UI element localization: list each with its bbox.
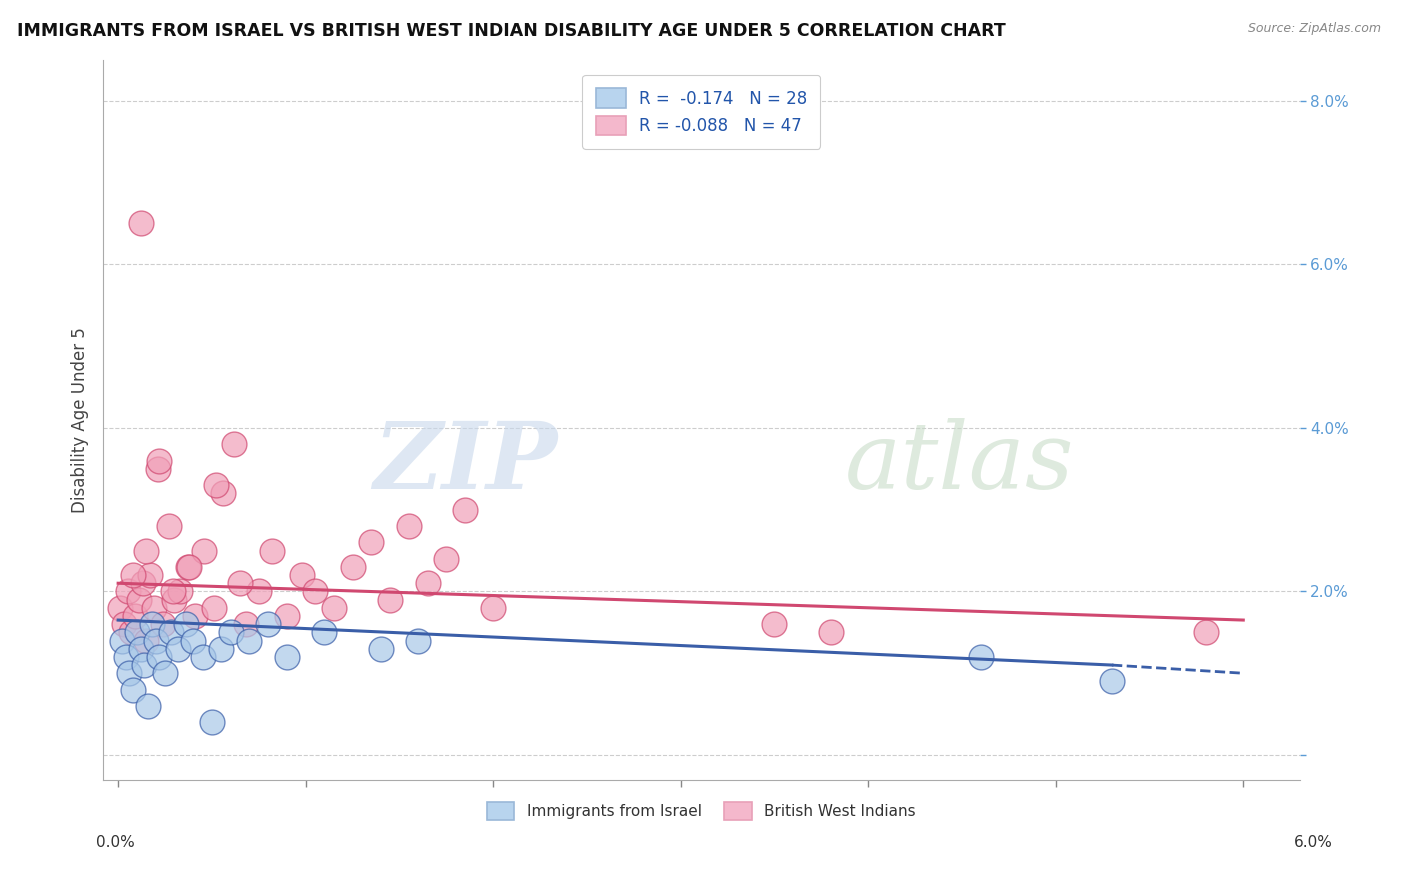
Point — [204, 478, 226, 492]
Point — [159, 625, 181, 640]
Point — [112, 617, 135, 632]
Point — [342, 560, 364, 574]
Point — [118, 666, 141, 681]
Point — [1195, 625, 1218, 640]
Text: Source: ZipAtlas.com: Source: ZipAtlas.com — [1247, 22, 1381, 36]
Point — [763, 617, 786, 632]
Point — [162, 584, 184, 599]
Point — [235, 617, 257, 632]
Point — [454, 502, 477, 516]
Point — [209, 641, 232, 656]
Point — [181, 633, 204, 648]
Legend: Immigrants from Israel, British West Indians: Immigrants from Israel, British West Ind… — [481, 796, 922, 826]
Point — [174, 617, 197, 632]
Point — [260, 543, 283, 558]
Point — [212, 486, 235, 500]
Point — [370, 641, 392, 656]
Point — [120, 625, 142, 640]
Point — [224, 437, 246, 451]
Point — [148, 649, 170, 664]
Point — [125, 625, 148, 640]
Point — [146, 461, 169, 475]
Point — [201, 715, 224, 730]
Point — [360, 535, 382, 549]
Point — [129, 216, 152, 230]
Point — [1101, 674, 1123, 689]
Point — [131, 576, 153, 591]
Point — [378, 592, 401, 607]
Point — [157, 519, 180, 533]
Text: ZIP: ZIP — [374, 417, 558, 508]
Point — [124, 609, 146, 624]
Point — [145, 633, 167, 648]
Point — [129, 641, 152, 656]
Point — [202, 600, 225, 615]
Text: 6.0%: 6.0% — [1294, 836, 1333, 850]
Point — [191, 649, 214, 664]
Text: IMMIGRANTS FROM ISRAEL VS BRITISH WEST INDIAN DISABILITY AGE UNDER 5 CORRELATION: IMMIGRANTS FROM ISRAEL VS BRITISH WEST I… — [17, 22, 1005, 40]
Point — [193, 543, 215, 558]
Point — [122, 682, 145, 697]
Point — [416, 576, 439, 591]
Point — [184, 609, 207, 624]
Point — [229, 576, 252, 591]
Point — [152, 617, 174, 632]
Point — [141, 617, 163, 632]
Point — [142, 600, 165, 615]
Point — [111, 633, 134, 648]
Point — [434, 551, 457, 566]
Point — [970, 649, 993, 664]
Text: 0.0%: 0.0% — [96, 836, 135, 850]
Point — [406, 633, 429, 648]
Point — [169, 584, 191, 599]
Point — [122, 568, 145, 582]
Point — [257, 617, 280, 632]
Point — [128, 592, 150, 607]
Point — [167, 641, 190, 656]
Point — [304, 584, 326, 599]
Point — [139, 568, 162, 582]
Point — [163, 592, 186, 607]
Point — [114, 649, 136, 664]
Point — [291, 568, 314, 582]
Point — [247, 584, 270, 599]
Point — [153, 666, 176, 681]
Point — [219, 625, 242, 640]
Point — [135, 633, 157, 648]
Point — [820, 625, 842, 640]
Point — [482, 600, 505, 615]
Point — [276, 609, 298, 624]
Point — [238, 633, 260, 648]
Point — [148, 453, 170, 467]
Y-axis label: Disability Age Under 5: Disability Age Under 5 — [72, 326, 89, 513]
Point — [108, 600, 131, 615]
Point — [134, 658, 156, 673]
Point — [176, 560, 198, 574]
Point — [135, 543, 157, 558]
Point — [179, 560, 201, 574]
Point — [314, 625, 336, 640]
Point — [117, 584, 139, 599]
Text: atlas: atlas — [845, 417, 1074, 508]
Point — [276, 649, 298, 664]
Point — [136, 698, 159, 713]
Point — [398, 519, 420, 533]
Point — [322, 600, 344, 615]
